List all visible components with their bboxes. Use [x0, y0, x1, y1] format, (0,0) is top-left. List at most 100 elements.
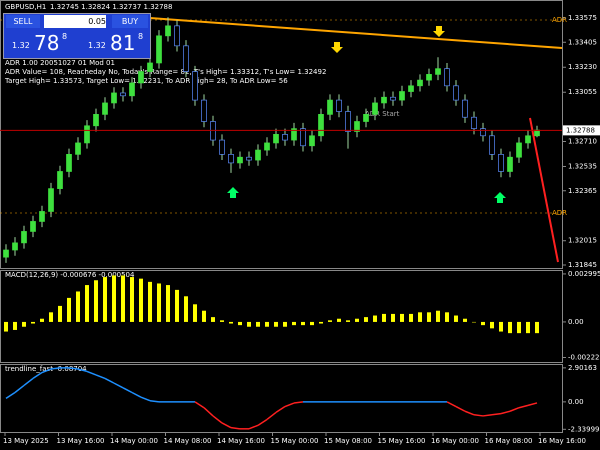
- candle-body: [417, 79, 423, 87]
- macd-bar: [355, 318, 359, 322]
- candle-body: [453, 85, 459, 101]
- candle-body: [84, 125, 90, 144]
- time-label: 13 May 2025: [3, 437, 49, 445]
- time-label: 15 May 00:00: [271, 437, 319, 445]
- candle-body: [93, 114, 99, 127]
- candle-body: [525, 135, 531, 144]
- candle-body: [327, 99, 333, 115]
- trend-segment: [248, 424, 259, 430]
- current-price-box: [563, 125, 600, 136]
- macd-bar: [229, 321, 233, 324]
- macd-bar: [238, 321, 242, 326]
- lot-input[interactable]: 0.05: [44, 15, 106, 28]
- info-line: ADR Value= 108, Reacheday No, Today's Ra…: [5, 68, 326, 76]
- candle-body: [507, 156, 513, 172]
- trend-segment: [446, 401, 457, 408]
- buy-price-big[interactable]: 81: [110, 31, 136, 55]
- macd-bar: [40, 318, 44, 322]
- info-line: ADR 1.00 20051027 01 Mod 01: [5, 59, 115, 67]
- sell-price-small[interactable]: 1.32: [12, 41, 30, 50]
- candle-body: [147, 62, 153, 72]
- candle-body: [183, 45, 189, 72]
- sell-price-sup: 8: [62, 32, 68, 41]
- time-label: 15 May 08:00: [324, 437, 372, 445]
- projection-arrow: [529, 117, 559, 263]
- candle-body: [381, 96, 387, 104]
- trend-segment: [212, 415, 223, 424]
- time-label: 16 May 08:00: [485, 437, 533, 445]
- y-tick-label: 1.32365: [568, 187, 597, 195]
- macd-bar: [4, 321, 8, 332]
- candle-body: [219, 139, 225, 155]
- time-label: 16 May 16:00: [538, 437, 586, 445]
- candle-body: [237, 156, 243, 164]
- trend-segment: [464, 410, 475, 416]
- macd-bar: [490, 321, 494, 329]
- macd-bar: [157, 283, 161, 322]
- trend-segment: [518, 404, 529, 409]
- candle-body: [129, 82, 135, 97]
- trend-segment: [77, 368, 88, 373]
- signal-arrow: [433, 26, 445, 37]
- macd-bar: [76, 291, 80, 322]
- macd-bar: [454, 315, 458, 322]
- macd-bar: [283, 321, 287, 327]
- buy-price-small[interactable]: 1.32: [88, 41, 106, 50]
- trend-segment: [95, 374, 106, 380]
- candle-body: [444, 68, 450, 87]
- trend-segment: [509, 407, 520, 412]
- macd-bar: [499, 321, 503, 332]
- macd-bar: [391, 313, 395, 322]
- macd-frame: [0, 270, 563, 363]
- candle-body: [57, 171, 63, 189]
- trend-segment: [149, 399, 160, 403]
- trend-segment: [221, 422, 232, 429]
- macd-bar: [436, 310, 440, 322]
- candle-body: [471, 116, 477, 129]
- macd-bar: [175, 289, 179, 322]
- y-tick-label: 1.32535: [568, 162, 597, 170]
- macd-bar: [409, 313, 413, 322]
- candle-body: [498, 153, 504, 172]
- macd-bar: [463, 318, 467, 322]
- candle-body: [336, 99, 342, 112]
- trend-label: trendline_fast -0.08704: [5, 365, 87, 373]
- macd-bar: [49, 312, 53, 322]
- macd-label: MACD(12,26,9) -0.000676 -0.000504: [5, 271, 135, 279]
- buy-button[interactable]: BUY: [112, 15, 148, 28]
- candle-body: [120, 92, 126, 97]
- macd-bar: [382, 313, 386, 322]
- candle-body: [255, 149, 261, 161]
- candle-body: [3, 249, 9, 258]
- sell-price-big[interactable]: 78: [34, 31, 60, 55]
- macd-bar: [265, 321, 269, 327]
- macd-bar: [13, 321, 17, 330]
- candle-body: [426, 74, 432, 81]
- macd-bar: [481, 321, 485, 326]
- macd-bar: [400, 313, 404, 322]
- trend-segment: [104, 377, 115, 384]
- trend-segment: [50, 367, 61, 370]
- trend-segment: [284, 402, 295, 408]
- trend-segment: [203, 407, 214, 417]
- macd-bar: [31, 321, 35, 324]
- macd-bar: [202, 310, 206, 322]
- trend-segment: [482, 414, 493, 417]
- trend-segment: [131, 391, 142, 398]
- sell-button[interactable]: SELL: [6, 15, 40, 28]
- macd-bar: [373, 315, 377, 322]
- candle-body: [345, 111, 351, 132]
- macd-bar: [130, 277, 134, 322]
- time-label: 14 May 00:00: [110, 437, 158, 445]
- macd-bar: [256, 321, 260, 327]
- adr-label: ADR: [552, 16, 567, 24]
- macd-bar: [508, 321, 512, 334]
- macd-bar: [220, 320, 224, 322]
- candle-body: [282, 134, 288, 141]
- trend-segment: [122, 387, 133, 394]
- macd-bar: [148, 281, 152, 322]
- signal-arrow: [227, 187, 239, 198]
- macd-bar: [85, 285, 89, 322]
- trend-segment: [491, 412, 502, 416]
